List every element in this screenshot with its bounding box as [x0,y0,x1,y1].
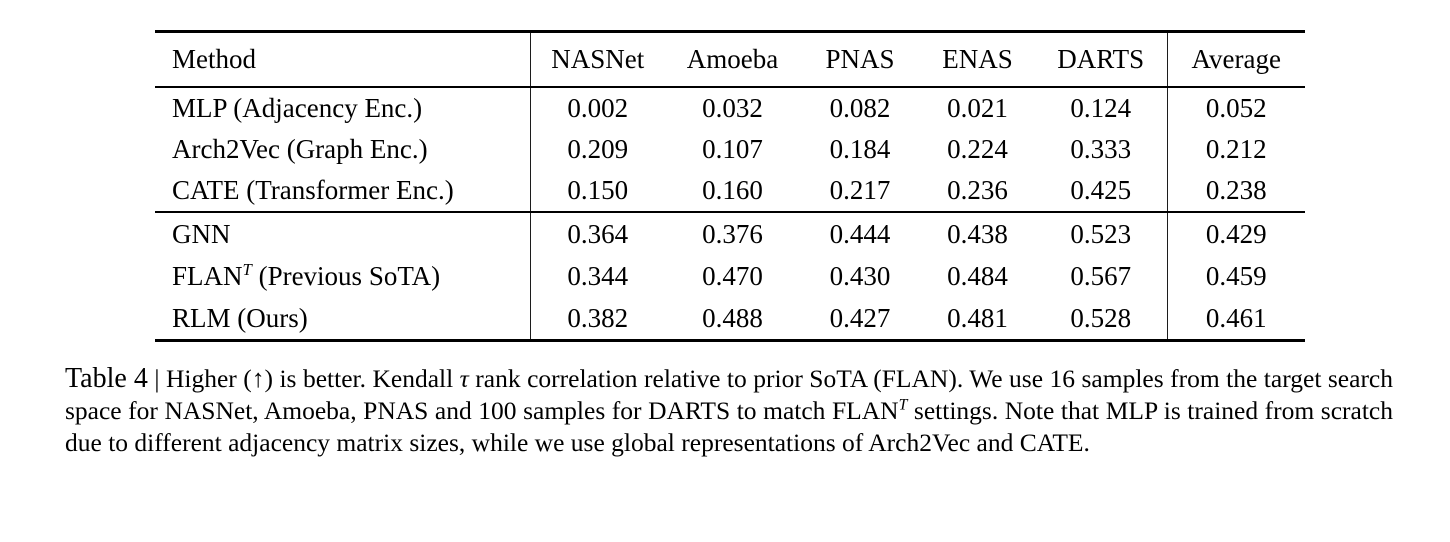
results-table: Method NASNet Amoeba PNAS ENAS DARTS Average M… [155,30,1305,342]
table-row: MLP (Adjacency Enc.) 0.002 0.032 0.082 0.021… [155,87,1305,129]
text-segment: (Previous SoTA) [251,260,441,291]
value-cell: 0.212 [1166,129,1305,170]
value-cell: 0.052 [1166,87,1305,129]
caption-separator: | [147,364,166,393]
value-cell: 0.430 [829,260,891,291]
method-cell: MLP (Adjacency Enc.) [155,87,531,129]
column-header-amoeba: Amoeba [665,31,800,88]
value-cell: 0.523 [1035,211,1167,255]
table-row: RLM (Ours) 0.382 0.488 0.427 0.481 0.528 0.461 [155,297,1305,341]
value-cell: 0.236 [947,175,1008,205]
column-header-darts: DARTS [1035,31,1167,88]
value-cell: 0.470 [702,260,763,291]
value-cell: 0.217 [829,175,891,205]
value-cell: 0.333 [1070,134,1132,164]
value-cell: 0.376 [665,211,800,255]
value-cell: 0.238 [1166,170,1305,212]
text-segment: Higher (↑) is better. Kendall [165,364,460,393]
text-segment: rank correlation relative to prior SoTA … [65,364,1393,425]
value-cell: 0.107 [702,134,763,164]
text-segment: T [242,259,252,279]
value-cell: 0.444 [800,211,920,255]
column-header-pnas: PNAS [800,31,920,88]
table-group-2: GNN 0.364 0.376 0.444 0.438 0.523 0.429 FLANT (… [155,211,1305,341]
value-cell: 0.160 [702,175,763,205]
value-cell: 0.425 [1070,175,1132,205]
value-cell: 0.429 [1166,211,1305,255]
value-cell: 0.032 [702,93,763,123]
text-segment: settings. Note that MLP is trained from … [65,396,1393,457]
column-header-enas: ENAS [920,31,1035,88]
value-cell: 0.184 [829,134,891,164]
value-cell: 0.082 [829,93,891,123]
table-row: Arch2Vec (Graph Enc.) 0.209 0.107 0.184 0.22… [155,129,1305,170]
column-header-average: Average [1166,31,1305,88]
value-cell: 0.438 [920,211,1035,255]
value-cell: 0.484 [947,260,1008,291]
column-header-method: Method [155,31,531,88]
value-cell: 0.209 [567,134,629,164]
value-cell: 0.461 [1166,297,1305,341]
method-cell: GNN [155,211,531,255]
method-cell: RLM (Ours) [155,297,531,341]
table-row: GNN 0.364 0.376 0.444 0.438 0.523 0.429 [155,211,1305,255]
table-row: CATE (Transformer Enc.) 0.150 0.160 0.217 0.… [155,170,1305,212]
text-segment: FLAN [172,260,243,291]
text-segment: τ [459,364,469,393]
column-header-nasnet: NASNet [530,31,665,88]
table-caption: Table 4 | Higher (↑) is better. Kendall … [65,363,1393,459]
value-cell: 0.481 [947,302,1008,333]
table-header-row: Method NASNet Amoeba PNAS ENAS DARTS Average [155,31,1305,88]
table-group-1: MLP (Adjacency Enc.) 0.002 0.032 0.082 0.021… [155,87,1305,212]
table-row: FLANT (Previous SoTA) 0.344 0.470 0.430 0.48… [155,255,1305,297]
value-cell: 0.002 [567,93,629,123]
text-segment: T [898,396,908,414]
method-cell: FLANT (Previous SoTA) [155,255,531,297]
value-cell: 0.224 [947,134,1008,164]
caption-label: Table 4 [65,363,148,394]
value-cell: 0.364 [530,211,665,255]
value-cell: 0.567 [1070,260,1132,291]
value-cell: 0.427 [829,302,891,333]
value-cell: 0.150 [567,175,629,205]
value-cell: 0.459 [1166,255,1305,297]
method-cell: Arch2Vec (Graph Enc.) [155,129,531,170]
value-cell: 0.021 [947,93,1008,123]
value-cell: 0.124 [1070,93,1132,123]
value-cell: 0.488 [702,302,763,333]
value-cell: 0.528 [1070,302,1132,333]
method-cell: CATE (Transformer Enc.) [155,170,531,212]
value-cell: 0.382 [567,302,629,333]
value-cell: 0.344 [567,260,629,291]
